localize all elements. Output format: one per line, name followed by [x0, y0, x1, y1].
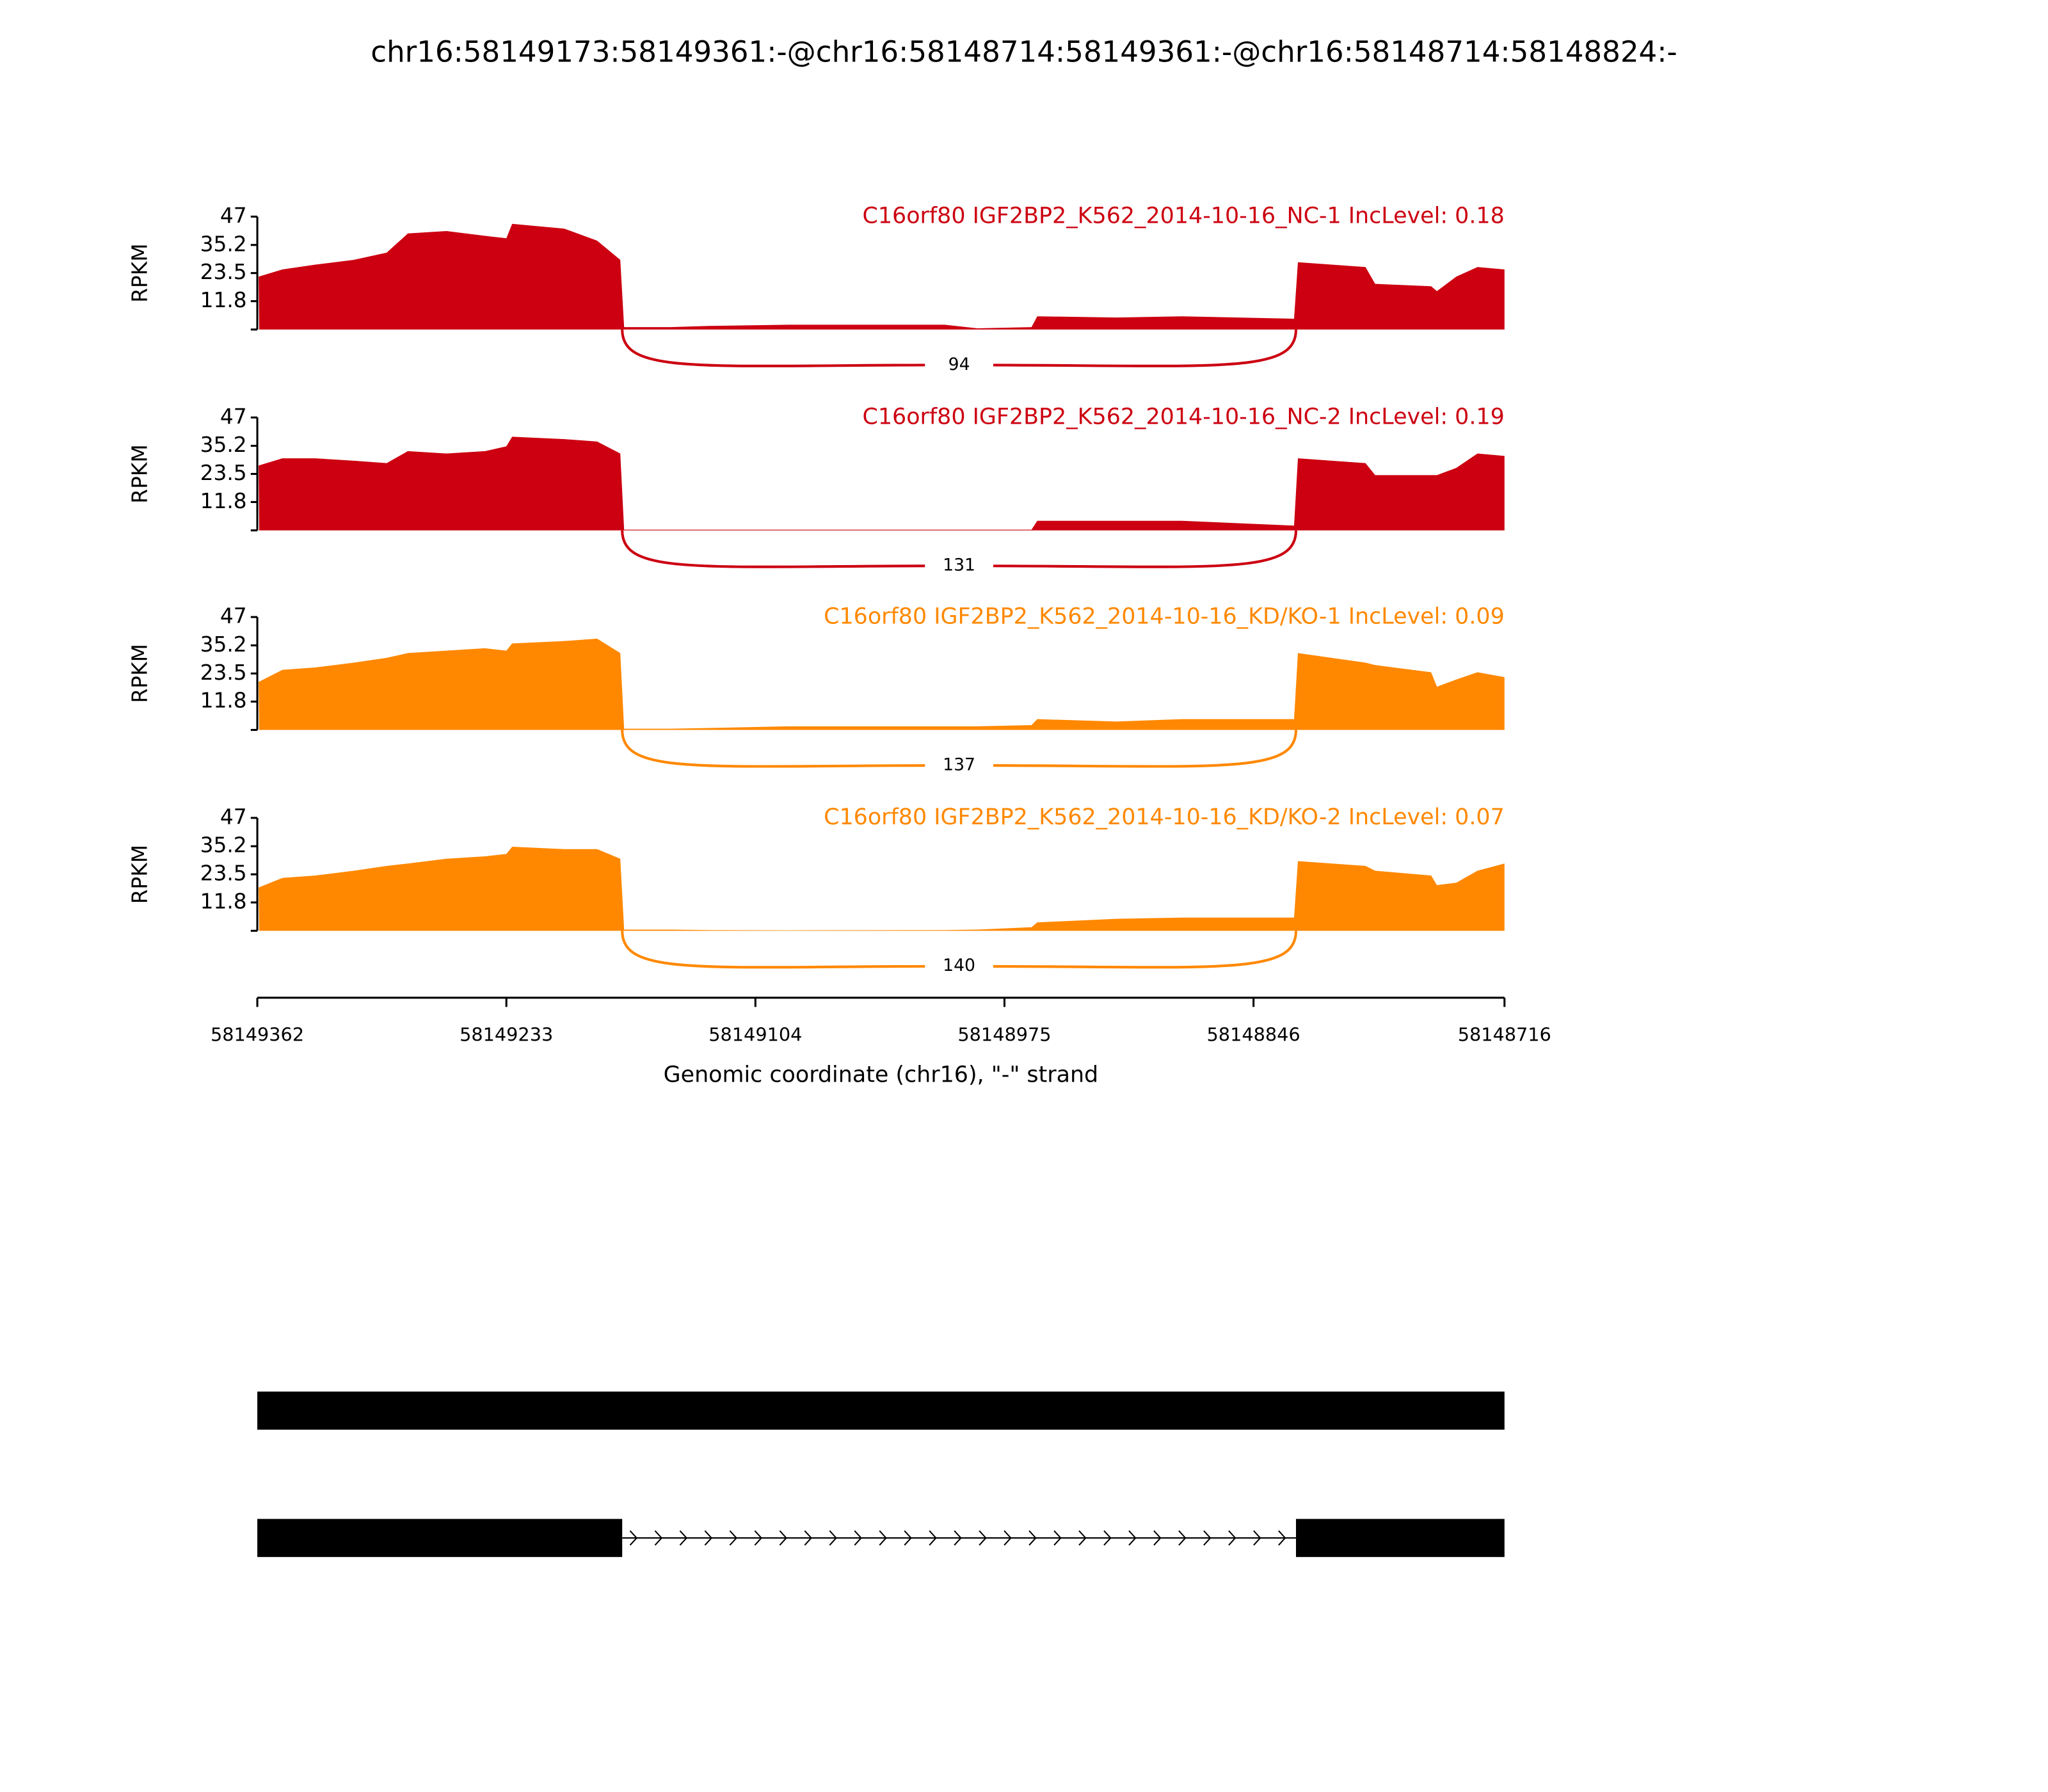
- strand-arrow-icon: [1053, 1530, 1062, 1546]
- chart-title: chr16:58149173:58149361:-@chr16:58148714…: [371, 35, 1677, 68]
- x-tick-label: 58149104: [708, 1024, 802, 1046]
- y-tick-label: 23.5: [200, 461, 247, 485]
- strand-arrow-icon: [1203, 1530, 1212, 1546]
- y-tick-label: 35.2: [200, 833, 247, 858]
- y-tick-label: 47: [220, 204, 247, 228]
- junction-count: 131: [943, 556, 975, 575]
- strand-arrow-icon: [679, 1530, 688, 1546]
- strand-arrow-icon: [1078, 1530, 1087, 1546]
- junction-label-bg: [925, 353, 993, 377]
- panel-title: C16orf80 IGF2BP2_K562_2014-10-16_KD/KO-1…: [824, 604, 1505, 629]
- coverage-area: [259, 638, 1505, 730]
- y-tick-label: 23.5: [200, 260, 247, 284]
- coverage-area: [259, 436, 1505, 531]
- y-tick-label: 47: [220, 604, 247, 628]
- exon: [257, 1519, 623, 1557]
- y-axis-label: RPKM: [128, 243, 152, 302]
- coverage-area: [259, 846, 1505, 931]
- y-tick-label: 11.8: [200, 890, 247, 914]
- coverage-panel: 11.8 23.5 35.2 47 RPKM C16orf80 IGF2BP2_K562_…: [128, 204, 1505, 377]
- y-axis-label: RPKM: [128, 644, 152, 703]
- strand-arrow-icon: [829, 1530, 837, 1546]
- strand-arrow-icon: [929, 1530, 937, 1546]
- x-axis: 58149362 58149233 58149104 58148975 58148846…: [211, 996, 1551, 1087]
- x-tick-label: 58148975: [957, 1024, 1051, 1046]
- y-tick-label: 35.2: [200, 433, 247, 457]
- strand-arrow-icon: [1178, 1530, 1187, 1546]
- junction-label-bg: [925, 554, 993, 578]
- strand-arrow-icon: [1228, 1530, 1236, 1546]
- x-tick-label: 58149233: [460, 1024, 553, 1046]
- y-tick-label: 47: [220, 404, 247, 429]
- strand-arrow-icon: [1028, 1530, 1037, 1546]
- coverage-panel: 11.8 23.5 35.2 47 RPKM C16orf80 IGF2BP2_K562_…: [128, 404, 1505, 578]
- y-tick-label: 35.2: [200, 232, 247, 256]
- y-tick-label: 23.5: [200, 861, 247, 886]
- exon: [1295, 1519, 1505, 1557]
- coverage-panel: 11.8 23.5 35.2 47 RPKM C16orf80 IGF2BP2_K562_…: [128, 604, 1505, 778]
- x-axis-label: Genomic coordinate (chr16), "-" strand: [664, 1062, 1099, 1087]
- coverage-panel: 11.8 23.5 35.2 47 RPKM C16orf80 IGF2BP2_K562_…: [128, 804, 1505, 979]
- x-tick-label: 58148846: [1207, 1024, 1300, 1046]
- x-tick-label: 58148716: [1458, 1024, 1551, 1046]
- strand-arrow-icon: [979, 1530, 987, 1546]
- strand-arrow-icon: [654, 1530, 663, 1546]
- strand-arrow-icon: [1128, 1530, 1137, 1546]
- strand-arrow-icon: [1278, 1530, 1286, 1546]
- exon: [257, 1391, 1505, 1430]
- strand-arrow-icon: [779, 1530, 787, 1546]
- strand-arrow-icon: [729, 1530, 738, 1546]
- coverage-area: [259, 223, 1505, 330]
- y-axis-label: RPKM: [128, 845, 152, 904]
- y-tick-label: 47: [220, 804, 247, 829]
- y-axis-label: RPKM: [128, 444, 152, 503]
- panel-title: C16orf80 IGF2BP2_K562_2014-10-16_KD/KO-2…: [824, 804, 1505, 830]
- strand-arrow-icon: [704, 1530, 713, 1546]
- strand-arrow-icon: [754, 1530, 763, 1546]
- panel-title: C16orf80 IGF2BP2_K562_2014-10-16_NC-2 In…: [863, 404, 1505, 430]
- gene-model: [257, 1391, 1505, 1557]
- strand-arrow-icon: [629, 1530, 638, 1546]
- y-tick-label: 23.5: [200, 660, 247, 685]
- strand-arrow-icon: [879, 1530, 887, 1546]
- junction-label-bg: [925, 954, 993, 979]
- strand-arrow-icon: [954, 1530, 962, 1546]
- junction-count: 140: [943, 956, 975, 975]
- strand-arrow-icon: [1004, 1530, 1012, 1546]
- y-tick-label: 11.8: [200, 689, 247, 713]
- strand-arrow-icon: [1253, 1530, 1261, 1546]
- y-tick-label: 35.2: [200, 632, 247, 657]
- junction-count: 94: [948, 355, 970, 374]
- strand-arrow-icon: [904, 1530, 912, 1546]
- transcript: [257, 1519, 1505, 1557]
- strand-arrow-icon: [804, 1530, 812, 1546]
- strand-arrow-icon: [854, 1530, 862, 1546]
- junction-label-bg: [925, 753, 993, 778]
- junction-count: 137: [943, 755, 975, 774]
- x-tick-label: 58149362: [211, 1024, 304, 1046]
- strand-arrow-icon: [1103, 1530, 1112, 1546]
- y-tick-label: 11.8: [200, 489, 247, 513]
- strand-arrow-icon: [1153, 1530, 1162, 1546]
- y-tick-label: 11.8: [200, 288, 247, 312]
- transcript: [257, 1391, 1505, 1430]
- panel-title: C16orf80 IGF2BP2_K562_2014-10-16_NC-1 In…: [863, 204, 1505, 229]
